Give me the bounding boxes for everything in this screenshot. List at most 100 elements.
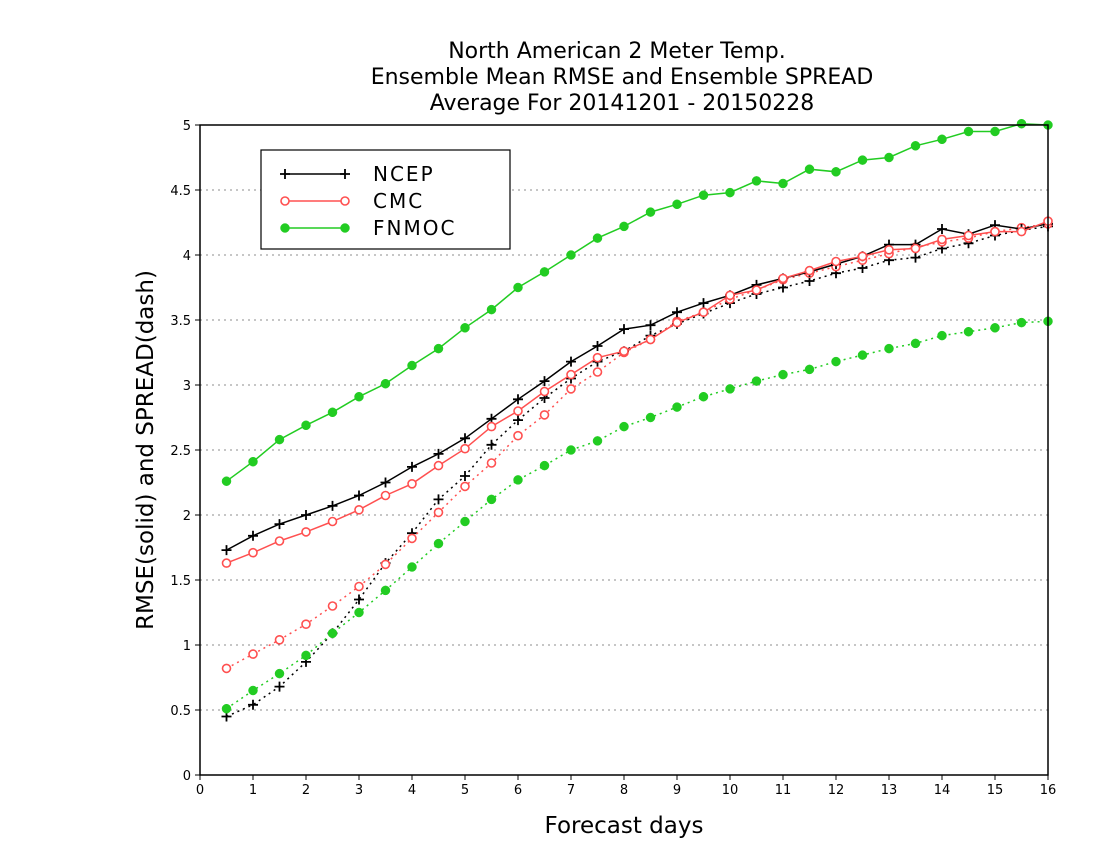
cmc-spread-point-10 — [486, 458, 497, 468]
fnmoc-spread-point-18 — [698, 391, 709, 402]
cmc-rmse-point-8 — [433, 460, 444, 471]
fnmoc-rmse-point-2 — [274, 434, 285, 445]
fnmoc-rmse-point-22 — [804, 164, 815, 174]
cmc-rmse-point-10 — [486, 421, 497, 432]
x-tick-label-13: 13 — [881, 783, 898, 798]
x-tick-label-4: 4 — [408, 783, 416, 798]
ncep-rmse-point-16 — [645, 320, 656, 331]
legend-marker-left-cmc — [280, 196, 290, 206]
ncep-spread-point-26 — [910, 252, 921, 263]
cmc-spread-point-11 — [513, 430, 523, 441]
ncep-rmse-point-4 — [327, 500, 338, 511]
cmc-spread-point-0 — [221, 663, 232, 674]
y-tick-label-9: 4.5 — [170, 184, 191, 199]
y-tick-label-6: 3 — [183, 379, 191, 394]
x-tick-label-16: 16 — [1040, 783, 1057, 798]
fnmoc-spread-point-16 — [645, 412, 656, 423]
legend: NCEP CMC FNMOC — [260, 149, 511, 250]
ncep-rmse-point-27 — [937, 224, 947, 234]
fnmoc-rmse-point-23 — [831, 167, 841, 177]
legend-box — [260, 149, 511, 250]
ncep-spread-point-8 — [433, 494, 444, 505]
fnmoc-rmse-point-0 — [221, 476, 232, 486]
fnmoc-spread-point-26 — [910, 338, 921, 349]
cmc-rmse-point-3 — [301, 527, 311, 537]
x-tick-label-2: 2 — [302, 783, 310, 798]
y-tick-label-7: 3.5 — [170, 314, 191, 329]
legend-marker-right-cmc — [340, 196, 350, 206]
series-fnmoc-rmse — [221, 118, 1053, 486]
fnmoc-rmse-point-5 — [354, 391, 364, 402]
fnmoc-spread-point-0 — [221, 703, 232, 714]
x-tick-label-6: 6 — [514, 783, 522, 798]
ncep-rmse-point-6 — [380, 477, 391, 488]
cmc-rmse-point-4 — [327, 516, 338, 527]
y-tick-label-3: 1.5 — [170, 574, 191, 589]
cmc-spread-point-14 — [592, 367, 603, 377]
fnmoc-rmse-point-16 — [645, 207, 656, 217]
fnmoc-rmse-point-1 — [248, 456, 258, 467]
legend-entry-ncep: NCEP — [280, 162, 435, 186]
x-tick-label-12: 12 — [828, 783, 845, 798]
legend-label-ncep: NCEP — [373, 162, 435, 186]
ncep-rmse-point-7 — [407, 461, 417, 472]
fnmoc-rmse-point-6 — [380, 378, 391, 389]
x-tick-label-15: 15 — [987, 783, 1004, 798]
cmc-rmse-point-30 — [1016, 226, 1027, 237]
ncep-rmse-point-12 — [539, 376, 550, 387]
ncep-rmse-point-8 — [433, 448, 444, 459]
legend-marker-right-ncep — [340, 169, 350, 179]
series-fnmoc-spread — [221, 316, 1053, 714]
cmc-rmse-point-14 — [592, 352, 603, 363]
y-axis-label: RMSE(solid) and SPREAD(dash) — [133, 270, 159, 630]
cmc-rmse-point-23 — [831, 256, 841, 267]
cmc-spread-point-7 — [407, 533, 417, 544]
fnmoc-spread-point-25 — [884, 343, 894, 354]
ncep-spread-point-9 — [460, 471, 470, 481]
ncep-spread-point-11 — [513, 415, 523, 426]
fnmoc-rmse-point-24 — [857, 155, 868, 165]
cmc-rmse-point-18 — [698, 307, 709, 318]
cmc-rmse-point-24 — [857, 251, 868, 262]
cmc-spread-point-12 — [539, 410, 550, 420]
cmc-rmse-point-21 — [778, 273, 788, 284]
cmc-spread-point-13 — [566, 384, 576, 394]
ncep-spread-point-10 — [486, 439, 497, 450]
fnmoc-spread-point-20 — [751, 376, 762, 386]
legend-marker-left-fnmoc — [280, 223, 290, 233]
cmc-rmse-point-25 — [884, 245, 894, 255]
fnmoc-rmse-point-20 — [751, 176, 762, 186]
fnmoc-rmse-point-7 — [407, 360, 417, 371]
cmc-rmse-point-6 — [380, 490, 391, 501]
ncep-rmse-point-1 — [248, 530, 258, 541]
fnmoc-rmse-point-21 — [778, 178, 788, 189]
fnmoc-rmse-point-26 — [910, 141, 921, 151]
fnmoc-spread-point-24 — [857, 350, 868, 360]
title-line-1: North American 2 Meter Temp. — [448, 39, 786, 64]
fnmoc-spread-point-13 — [566, 445, 576, 455]
ncep-spread-point-1 — [248, 699, 258, 710]
cmc-rmse-point-13 — [566, 369, 576, 380]
fnmoc-spread-point-21 — [778, 369, 788, 380]
fnmoc-spread-point-30 — [1016, 317, 1027, 328]
fnmoc-rmse-point-29 — [990, 126, 1000, 137]
cmc-spread-line — [226, 223, 1049, 670]
cmc-rmse-point-29 — [990, 226, 1000, 237]
ncep-rmse-point-2 — [274, 519, 285, 530]
cmc-rmse-point-5 — [354, 504, 364, 515]
fnmoc-spread-point-12 — [539, 460, 550, 471]
fnmoc-spread-point-15 — [619, 421, 629, 432]
chart-title: North American 2 Meter Temp. Ensemble Me… — [371, 39, 874, 116]
x-tick-label-3: 3 — [355, 783, 363, 798]
ncep-rmse-point-9 — [460, 433, 470, 444]
cmc-rmse-point-1 — [248, 547, 258, 558]
legend-label-fnmoc: FNMOC — [373, 216, 456, 240]
fnmoc-spread-point-11 — [513, 475, 523, 485]
cmc-spread-point-3 — [301, 619, 311, 630]
cmc-spread-point-6 — [380, 559, 391, 570]
cmc-rmse-point-9 — [460, 443, 470, 454]
cmc-rmse-point-26 — [910, 243, 921, 254]
fnmoc-spread-point-3 — [301, 650, 311, 661]
fnmoc-spread-point-22 — [804, 364, 815, 375]
ncep-rmse-line — [226, 223, 1049, 551]
